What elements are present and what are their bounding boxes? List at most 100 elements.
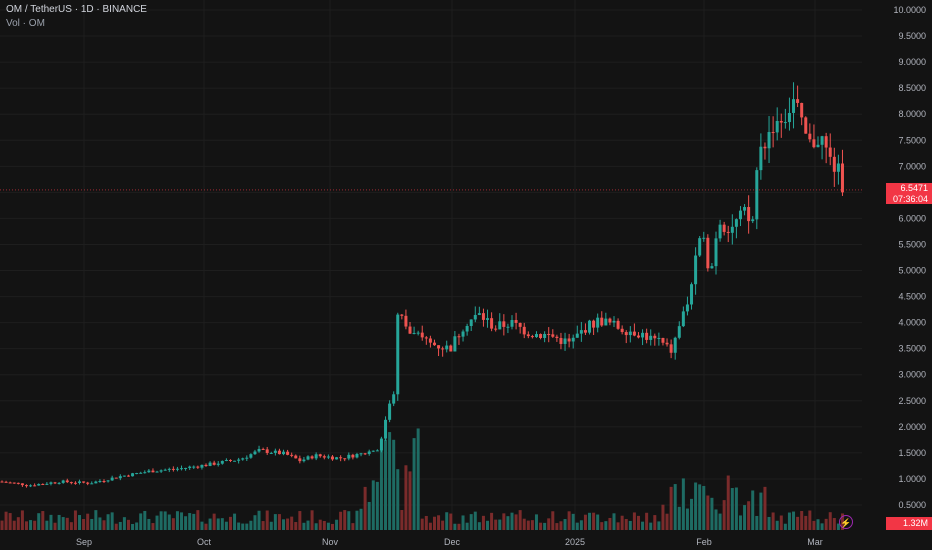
- price-tick-label: 2.5000: [898, 396, 926, 406]
- candle-body: [314, 454, 318, 459]
- candle-body: [710, 266, 714, 269]
- price-tick-label: 5.0000: [898, 266, 926, 276]
- candle-body: [208, 462, 212, 467]
- candle-body: [539, 334, 543, 338]
- volume-indicator-label[interactable]: Vol · OM: [6, 18, 45, 29]
- candle-body: [78, 481, 82, 483]
- candle-body: [722, 224, 726, 232]
- candle-body: [412, 332, 416, 334]
- candle-body: [812, 139, 816, 148]
- volume-bar: [506, 516, 510, 530]
- candle-body: [216, 463, 220, 465]
- volume-bar: [273, 514, 277, 530]
- volume-bar: [298, 511, 302, 530]
- volume-bar: [457, 523, 461, 530]
- volume-bar: [139, 513, 143, 530]
- candle-body: [690, 284, 694, 305]
- volume-bar: [269, 521, 273, 530]
- volume-bar: [628, 520, 632, 530]
- volume-bar: [314, 523, 318, 530]
- price-tick-label: 9.0000: [898, 57, 926, 67]
- candle-body: [522, 326, 526, 335]
- candle-body: [212, 462, 216, 465]
- volume-bar: [375, 481, 379, 530]
- candle-body: [41, 484, 45, 486]
- candle-body: [306, 456, 310, 460]
- candle-body: [245, 457, 249, 459]
- candle-body: [718, 224, 722, 239]
- candle-body: [620, 328, 624, 333]
- candle-body: [808, 133, 812, 140]
- symbol-title[interactable]: OM / TetherUS · 1D · BINANCE: [6, 4, 147, 15]
- time-axis[interactable]: Sep Oct Nov Dec 2025 Feb Mar: [76, 537, 823, 547]
- volume-bar: [730, 488, 734, 530]
- volume-bar: [212, 513, 216, 530]
- candle-body: [457, 336, 461, 338]
- candle-body: [233, 460, 237, 462]
- price-axis[interactable]: 10.0000 9.5000 9.0000 8.5000 8.0000 7.5000 7.0…: [893, 5, 926, 510]
- volume-bar: [547, 518, 551, 530]
- last-price-value: 6.5471: [900, 182, 928, 193]
- candle-body: [632, 331, 636, 336]
- candle-body: [8, 482, 12, 484]
- candle-body: [832, 156, 836, 172]
- volume-bar: [751, 490, 755, 530]
- volume-bar: [653, 515, 657, 530]
- volume-bar: [65, 517, 69, 530]
- candle-body: [465, 325, 469, 332]
- candle-body: [551, 334, 555, 337]
- lightning-icon[interactable]: ⚡: [839, 515, 853, 529]
- volume-bar: [518, 510, 522, 530]
- candle-body: [661, 337, 665, 343]
- candle-body: [641, 332, 645, 338]
- volume-bar: [224, 521, 228, 530]
- candle-body: [273, 450, 277, 453]
- candle-body: [196, 466, 200, 468]
- volume-bar: [604, 521, 608, 530]
- candle-body: [102, 480, 106, 482]
- volume-bar: [424, 515, 428, 530]
- candle-body: [49, 482, 53, 484]
- candle-body: [800, 102, 804, 118]
- candle-body: [147, 470, 151, 473]
- volume-bar: [33, 520, 37, 530]
- candle-body: [53, 482, 57, 484]
- candle-body: [379, 438, 383, 451]
- volume-bar: [449, 513, 453, 530]
- volume-bar: [783, 523, 787, 530]
- volume-bar: [681, 478, 685, 530]
- volume-bar: [180, 512, 184, 530]
- volume-bar: [661, 504, 665, 530]
- volume-bar: [775, 520, 779, 530]
- volume-bar: [404, 465, 408, 530]
- candle-body: [126, 475, 130, 477]
- candle-body: [110, 477, 114, 481]
- candle-body: [167, 468, 171, 470]
- candle-body: [24, 485, 28, 487]
- candle-body: [706, 237, 710, 269]
- candle-body: [636, 335, 640, 338]
- volume-bar: [200, 521, 204, 530]
- candle-body: [347, 454, 351, 459]
- price-tick-label: 7.0000: [898, 161, 926, 171]
- volume-bar: [481, 515, 485, 530]
- volume-bar: [690, 498, 694, 530]
- candle-body: [547, 333, 551, 335]
- candle-body: [575, 333, 579, 338]
- candle-body: [200, 464, 204, 468]
- candle-body: [318, 454, 322, 457]
- volume-bar: [335, 519, 339, 530]
- candle-body: [335, 457, 339, 460]
- price-tick-label: 3.0000: [898, 370, 926, 380]
- volume-bar: [330, 523, 334, 530]
- volume-bar: [567, 511, 571, 530]
- volume-bar: [722, 500, 726, 530]
- volume-bar: [392, 439, 396, 530]
- volume-bar: [220, 518, 224, 530]
- candle-body: [188, 466, 192, 468]
- candle-body: [592, 320, 596, 328]
- candle-body: [90, 483, 94, 485]
- volume-bar: [608, 517, 612, 530]
- bar-countdown: 07:36:04: [892, 193, 928, 204]
